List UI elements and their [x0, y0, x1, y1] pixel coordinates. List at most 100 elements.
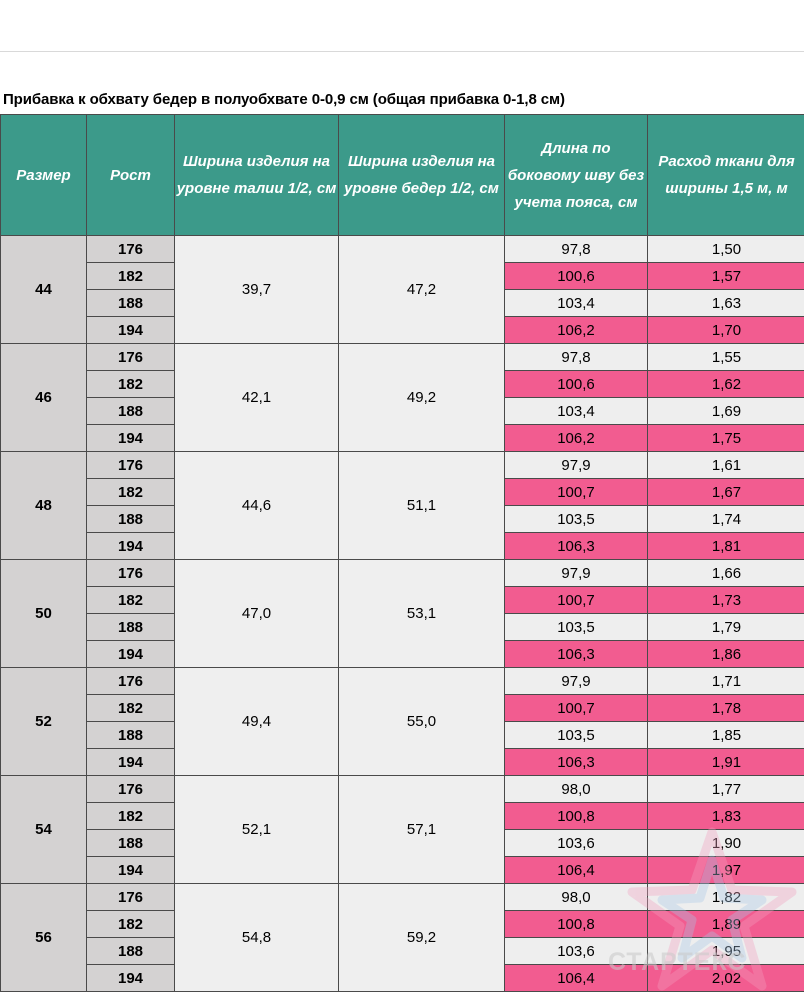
height-cell: 182 [86, 586, 175, 614]
side-length-cell: 106,4 [504, 856, 648, 884]
table-row: 188 103,5 1,74 [1, 505, 804, 533]
height-cell: 194 [86, 748, 175, 776]
height-cell: 194 [86, 316, 175, 344]
side-length-cell: 103,5 [504, 505, 648, 533]
table-title: Прибавка к обхвату бедер в полуобхвате 0… [3, 91, 565, 108]
table-body: 44 176 39,7 47,2 97,8 1,50 182 100,6 1,57 188 103,… [0, 235, 804, 992]
header-hip-width: Ширина изделия на уровне бедер 1/2, см [338, 114, 505, 236]
height-cell: 182 [86, 370, 175, 398]
side-length-cell: 97,9 [504, 451, 648, 479]
side-length-cell: 103,5 [504, 613, 648, 641]
waist-width-cell: 47,0 [174, 559, 339, 668]
fabric-cell: 1,90 [647, 829, 804, 857]
fabric-cell: 1,63 [647, 289, 804, 317]
header-side-length: Длина по боковому шву без учета пояса, с… [504, 114, 648, 236]
height-cell: 176 [86, 667, 175, 695]
height-cell: 188 [86, 613, 175, 641]
fabric-cell: 1,73 [647, 586, 804, 614]
side-length-cell: 106,3 [504, 748, 648, 776]
fabric-cell: 1,61 [647, 451, 804, 479]
side-length-cell: 100,7 [504, 478, 648, 506]
side-length-cell: 106,2 [504, 424, 648, 452]
side-length-cell: 103,5 [504, 721, 648, 749]
table-row: 44 176 39,7 47,2 97,8 1,50 [0, 235, 804, 344]
height-cell: 194 [86, 856, 175, 884]
side-length-cell: 103,6 [504, 829, 648, 857]
side-length-cell: 100,7 [504, 694, 648, 722]
top-divider [0, 51, 804, 52]
side-length-cell: 97,8 [504, 235, 648, 263]
fabric-cell: 1,81 [647, 532, 804, 560]
header-row: Размер Рост Ширина изделия на уровне тал… [0, 114, 804, 236]
table-row: 194 106,3 1,81 [1, 532, 804, 560]
side-length-cell: 103,4 [504, 289, 648, 317]
header-waist-width: Ширина изделия на уровне талии 1/2, см [174, 114, 339, 236]
fabric-cell: 1,97 [647, 856, 804, 884]
table-row: 182 100,8 1,89 [1, 910, 804, 938]
side-length-cell: 106,4 [504, 964, 648, 992]
height-cell: 182 [86, 802, 175, 830]
height-cell: 176 [86, 883, 175, 911]
height-cell: 188 [86, 505, 175, 533]
waist-width-cell: 39,7 [174, 235, 339, 344]
fabric-cell: 1,50 [647, 235, 804, 263]
table-row: 182 100,8 1,83 [1, 802, 804, 830]
table-row: 56 176 54,8 59,2 98,0 1,82 [0, 883, 804, 992]
height-cell: 188 [86, 397, 175, 425]
height-cell: 182 [86, 910, 175, 938]
fabric-cell: 1,89 [647, 910, 804, 938]
table-row: 182 100,7 1,67 [1, 478, 804, 506]
header-size: Размер [0, 114, 87, 236]
fabric-cell: 1,57 [647, 262, 804, 290]
fabric-cell: 1,82 [647, 883, 804, 911]
side-length-cell: 98,0 [504, 775, 648, 803]
table-row: 50 176 47,0 53,1 97,9 1,66 [0, 559, 804, 668]
size-cell: 50 [0, 559, 87, 668]
height-cell: 194 [86, 532, 175, 560]
height-cell: 176 [86, 775, 175, 803]
table-row: 194 106,4 2,02 [1, 964, 804, 992]
side-length-cell: 97,8 [504, 343, 648, 371]
fabric-cell: 1,91 [647, 748, 804, 776]
height-cell: 188 [86, 721, 175, 749]
fabric-cell: 1,78 [647, 694, 804, 722]
waist-width-cell: 52,1 [174, 775, 339, 884]
fabric-cell: 1,74 [647, 505, 804, 533]
side-length-cell: 103,6 [504, 937, 648, 965]
table-row: 182 100,7 1,73 [1, 586, 804, 614]
fabric-cell: 1,71 [647, 667, 804, 695]
table-row: 194 106,2 1,70 [1, 316, 804, 344]
hip-width-cell: 59,2 [338, 883, 505, 992]
height-cell: 194 [86, 424, 175, 452]
height-cell: 176 [86, 451, 175, 479]
fabric-cell: 1,83 [647, 802, 804, 830]
height-cell: 176 [86, 235, 175, 263]
height-cell: 182 [86, 694, 175, 722]
side-length-cell: 100,8 [504, 910, 648, 938]
table-row: 188 103,5 1,85 [1, 721, 804, 749]
side-length-cell: 106,2 [504, 316, 648, 344]
table-row: 194 106,3 1,91 [1, 748, 804, 776]
height-cell: 194 [86, 640, 175, 668]
hip-width-cell: 57,1 [338, 775, 505, 884]
side-length-cell: 106,3 [504, 640, 648, 668]
fabric-cell: 1,55 [647, 343, 804, 371]
fabric-cell: 1,70 [647, 316, 804, 344]
height-cell: 182 [86, 262, 175, 290]
height-cell: 182 [86, 478, 175, 506]
fabric-cell: 1,85 [647, 721, 804, 749]
side-length-cell: 97,9 [504, 667, 648, 695]
table-row: 194 106,3 1,86 [1, 640, 804, 668]
side-length-cell: 100,8 [504, 802, 648, 830]
hip-width-cell: 53,1 [338, 559, 505, 668]
size-cell: 46 [0, 343, 87, 452]
fabric-cell: 1,69 [647, 397, 804, 425]
table-row: 188 103,6 1,95 [1, 937, 804, 965]
hip-width-cell: 55,0 [338, 667, 505, 776]
height-cell: 188 [86, 829, 175, 857]
table-row: 194 106,4 1,97 [1, 856, 804, 884]
hip-width-cell: 49,2 [338, 343, 505, 452]
fabric-cell: 1,79 [647, 613, 804, 641]
waist-width-cell: 54,8 [174, 883, 339, 992]
fabric-cell: 1,95 [647, 937, 804, 965]
